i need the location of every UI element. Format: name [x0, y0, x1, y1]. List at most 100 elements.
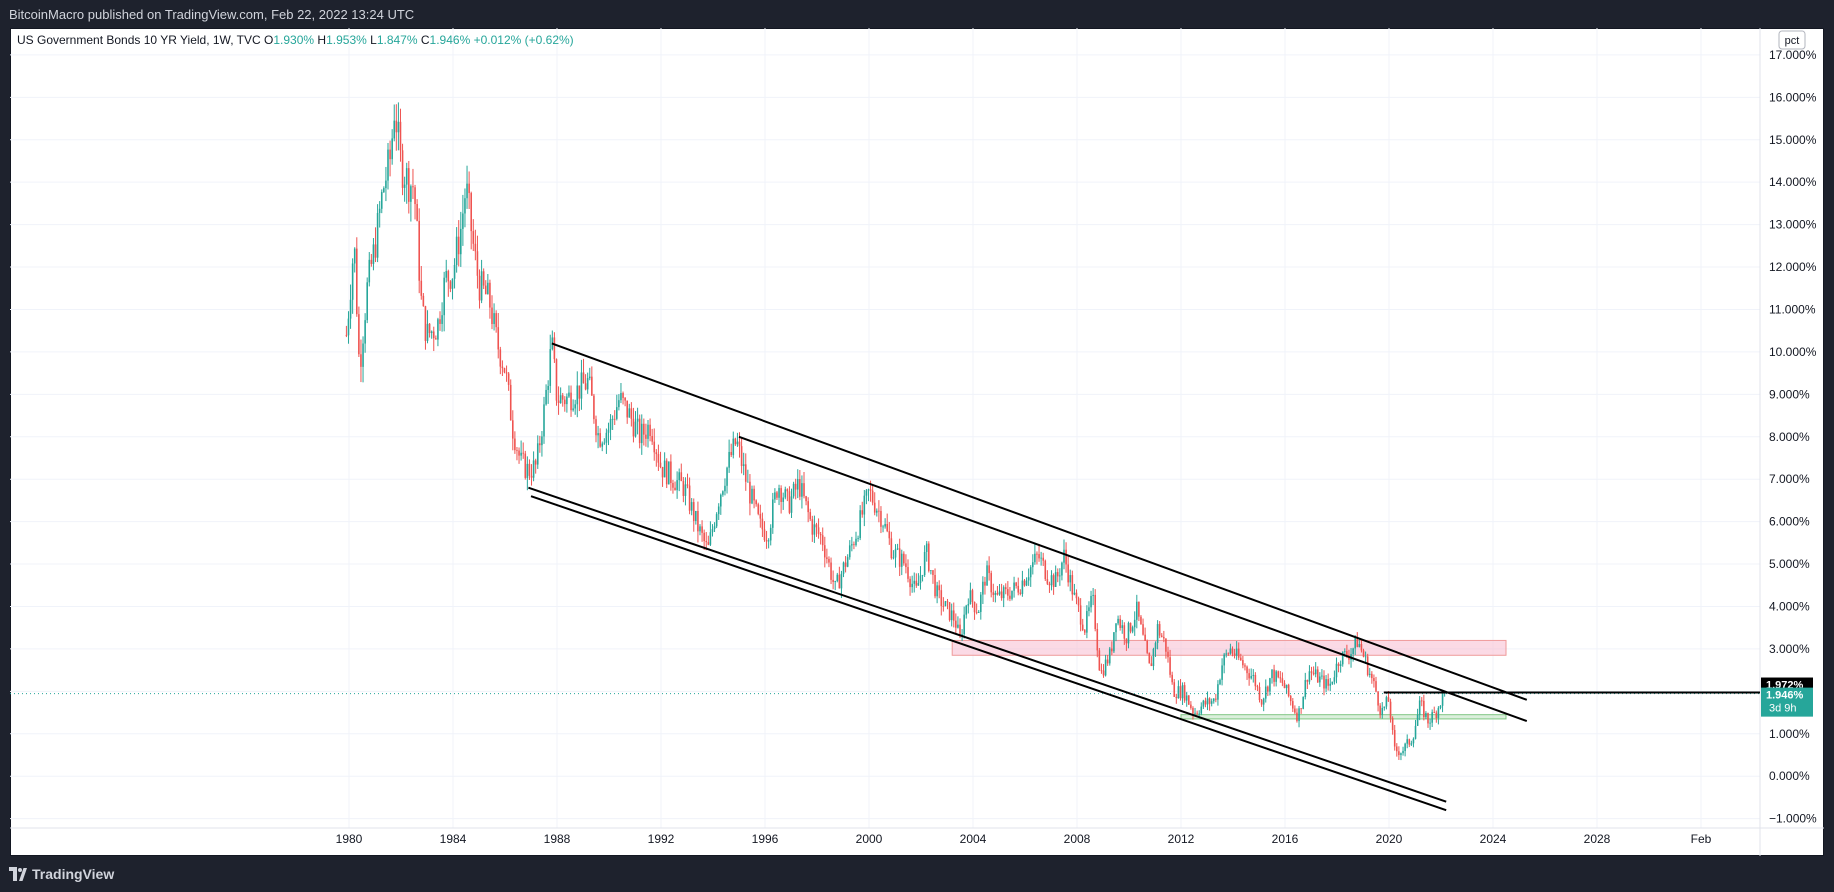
candle-body — [1150, 663, 1153, 667]
trendline[interactable] — [551, 342, 1528, 701]
candle-body — [1215, 698, 1217, 700]
candle-body — [595, 419, 597, 436]
candle-body — [807, 501, 809, 513]
y-tick-label: 10.000% — [1769, 345, 1817, 359]
candle-body — [599, 433, 601, 447]
candle-body — [1292, 701, 1294, 709]
candle-body — [408, 168, 410, 202]
candle-body — [491, 307, 493, 325]
candle-body — [1217, 684, 1219, 700]
candle-body — [653, 441, 656, 453]
candle-body — [524, 453, 527, 478]
candle-body — [1242, 660, 1244, 666]
candle-body — [1354, 637, 1356, 649]
candle-body — [507, 373, 510, 385]
candle-body — [1431, 712, 1433, 723]
candle-body — [930, 570, 932, 572]
candle-body — [1111, 648, 1113, 652]
trendline[interactable] — [530, 495, 1447, 812]
candle-body — [620, 393, 622, 401]
candle-body — [1371, 673, 1373, 679]
candle-body — [447, 271, 450, 282]
candle-body — [428, 323, 431, 334]
candle-body — [607, 429, 610, 433]
candle-body — [909, 578, 911, 588]
candle-body — [1344, 651, 1346, 652]
candle-body — [1423, 700, 1425, 718]
candle-body — [1379, 705, 1381, 715]
candle-body — [1183, 685, 1186, 701]
candle-body — [349, 299, 352, 319]
y-tick-label: 4.000% — [1769, 599, 1810, 613]
candle-body — [1158, 624, 1161, 636]
candle-body — [1416, 714, 1419, 726]
candle-body — [688, 485, 691, 511]
candle-body — [1267, 686, 1269, 692]
candle-body — [857, 538, 859, 539]
candle-body — [873, 502, 876, 513]
candle-body — [903, 553, 905, 564]
candle-body — [628, 408, 631, 418]
resistance-zone[interactable] — [951, 639, 1507, 656]
candle-body — [1312, 672, 1315, 675]
candle-body — [366, 282, 368, 321]
candle-body — [534, 460, 537, 465]
candle-body — [1165, 638, 1167, 652]
y-tick-label: 12.000% — [1769, 260, 1817, 274]
candle-body — [424, 306, 427, 341]
candle-body — [634, 421, 637, 437]
candle-body — [1441, 693, 1444, 706]
y-tick-label: 7.000% — [1769, 472, 1810, 486]
candle-body — [1433, 712, 1436, 713]
trendline[interactable] — [528, 486, 1447, 803]
candle-body — [1194, 712, 1196, 714]
candle-body — [686, 484, 689, 486]
candle-body — [898, 548, 901, 567]
tradingview-logo[interactable]: TradingView — [9, 866, 114, 882]
candle-body — [1200, 706, 1203, 714]
candle-body — [416, 204, 418, 221]
candle-body — [801, 483, 803, 497]
legend-high: 1.953% — [326, 33, 367, 47]
candle-body — [720, 494, 722, 507]
scale-mode-label: pct — [1785, 35, 1800, 47]
candle-body — [649, 424, 651, 437]
scale-mode-button[interactable] — [1778, 30, 1806, 50]
candle-body — [1314, 669, 1317, 675]
candle-body — [1331, 681, 1334, 684]
chart-panel[interactable] — [10, 28, 1824, 856]
candle-body — [955, 620, 957, 628]
bottom-bar: TradingView — [0, 857, 1834, 892]
candle-body — [1144, 634, 1146, 641]
top-bar: BitcoinMacro published on TradingView.co… — [0, 0, 1834, 28]
candle-body — [1127, 622, 1130, 644]
candle-body — [1233, 653, 1236, 656]
candle-body — [1358, 644, 1361, 648]
candle-body — [967, 604, 970, 606]
trendline[interactable] — [738, 435, 1528, 722]
candle-body — [728, 451, 730, 468]
candle-body — [726, 467, 728, 486]
candle-body — [380, 192, 383, 209]
candle-body — [362, 343, 364, 367]
support-zone[interactable] — [1180, 714, 1507, 720]
candle-body — [1283, 683, 1286, 689]
candle-body — [744, 464, 747, 482]
candle-body — [811, 519, 814, 535]
candle-body — [1160, 635, 1163, 637]
candle-body — [1056, 572, 1059, 577]
candle-body — [393, 120, 396, 139]
candle-body — [659, 462, 662, 468]
candle-body — [1146, 640, 1148, 653]
y-tick-label: 14.000% — [1769, 175, 1817, 189]
candle-body — [474, 243, 477, 252]
y-tick-label: 0.000% — [1769, 769, 1810, 783]
candle-body — [1225, 653, 1228, 655]
x-tick-label: 2012 — [1168, 832, 1195, 846]
candle-body — [668, 461, 670, 485]
candle-body — [526, 463, 529, 478]
candle-body — [616, 407, 618, 419]
y-tick-label: 13.000% — [1769, 218, 1817, 232]
candle-body — [896, 548, 899, 550]
